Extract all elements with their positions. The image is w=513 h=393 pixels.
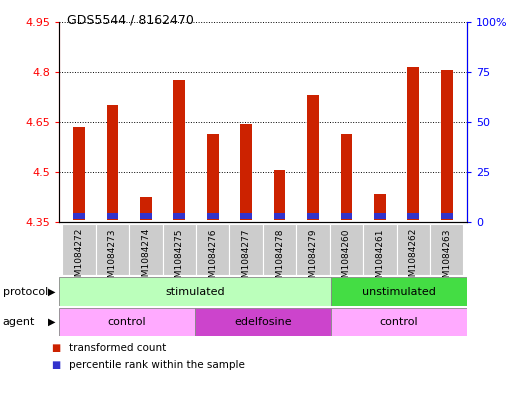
- Bar: [129, 224, 163, 275]
- Bar: [173, 213, 185, 219]
- Text: GSM1084261: GSM1084261: [376, 228, 384, 288]
- Text: percentile rank within the sample: percentile rank within the sample: [69, 360, 245, 371]
- Bar: [140, 213, 152, 219]
- Bar: [195, 308, 331, 336]
- Text: ■: ■: [51, 343, 61, 353]
- Bar: [397, 224, 430, 275]
- Bar: [374, 213, 386, 219]
- Text: edelfosine: edelfosine: [234, 317, 292, 327]
- Text: GSM1084275: GSM1084275: [175, 228, 184, 288]
- Text: stimulated: stimulated: [165, 286, 225, 297]
- Bar: [330, 224, 363, 275]
- Bar: [107, 105, 119, 220]
- Bar: [73, 127, 85, 220]
- Bar: [96, 224, 129, 275]
- Bar: [307, 213, 319, 219]
- Text: GSM1084272: GSM1084272: [74, 228, 84, 288]
- Text: protocol: protocol: [3, 286, 48, 297]
- Text: GSM1084274: GSM1084274: [142, 228, 150, 288]
- Text: control: control: [108, 317, 146, 327]
- Bar: [341, 213, 352, 219]
- Bar: [229, 224, 263, 275]
- Text: control: control: [380, 317, 418, 327]
- Bar: [263, 224, 297, 275]
- Bar: [241, 213, 252, 219]
- Bar: [441, 213, 452, 219]
- Bar: [363, 224, 397, 275]
- Bar: [107, 213, 119, 219]
- Bar: [430, 224, 463, 275]
- Text: GSM1084278: GSM1084278: [275, 228, 284, 288]
- Text: ▶: ▶: [48, 317, 56, 327]
- Text: GSM1084263: GSM1084263: [442, 228, 451, 288]
- Text: unstimulated: unstimulated: [362, 286, 436, 297]
- Bar: [207, 134, 219, 220]
- Bar: [307, 95, 319, 220]
- Bar: [196, 224, 229, 275]
- Bar: [140, 197, 152, 220]
- Text: GSM1084262: GSM1084262: [409, 228, 418, 288]
- Bar: [441, 70, 452, 220]
- Bar: [374, 194, 386, 220]
- Bar: [297, 224, 330, 275]
- Text: GSM1084279: GSM1084279: [308, 228, 318, 288]
- Text: ▶: ▶: [48, 286, 56, 297]
- Text: GSM1084273: GSM1084273: [108, 228, 117, 288]
- Text: GSM1084276: GSM1084276: [208, 228, 218, 288]
- Text: GSM1084277: GSM1084277: [242, 228, 251, 288]
- Bar: [407, 67, 419, 220]
- Text: agent: agent: [3, 317, 35, 327]
- Bar: [63, 224, 96, 275]
- Bar: [274, 213, 285, 219]
- Bar: [59, 277, 331, 306]
- Bar: [73, 213, 85, 219]
- Bar: [241, 123, 252, 220]
- Bar: [163, 224, 196, 275]
- Bar: [331, 308, 467, 336]
- Bar: [341, 134, 352, 220]
- Text: transformed count: transformed count: [69, 343, 167, 353]
- Text: ■: ■: [51, 360, 61, 371]
- Bar: [331, 277, 467, 306]
- Bar: [207, 213, 219, 219]
- Bar: [407, 213, 419, 219]
- Text: GSM1084260: GSM1084260: [342, 228, 351, 288]
- Bar: [59, 308, 195, 336]
- Bar: [173, 80, 185, 220]
- Bar: [274, 170, 285, 220]
- Text: GDS5544 / 8162470: GDS5544 / 8162470: [67, 14, 193, 27]
